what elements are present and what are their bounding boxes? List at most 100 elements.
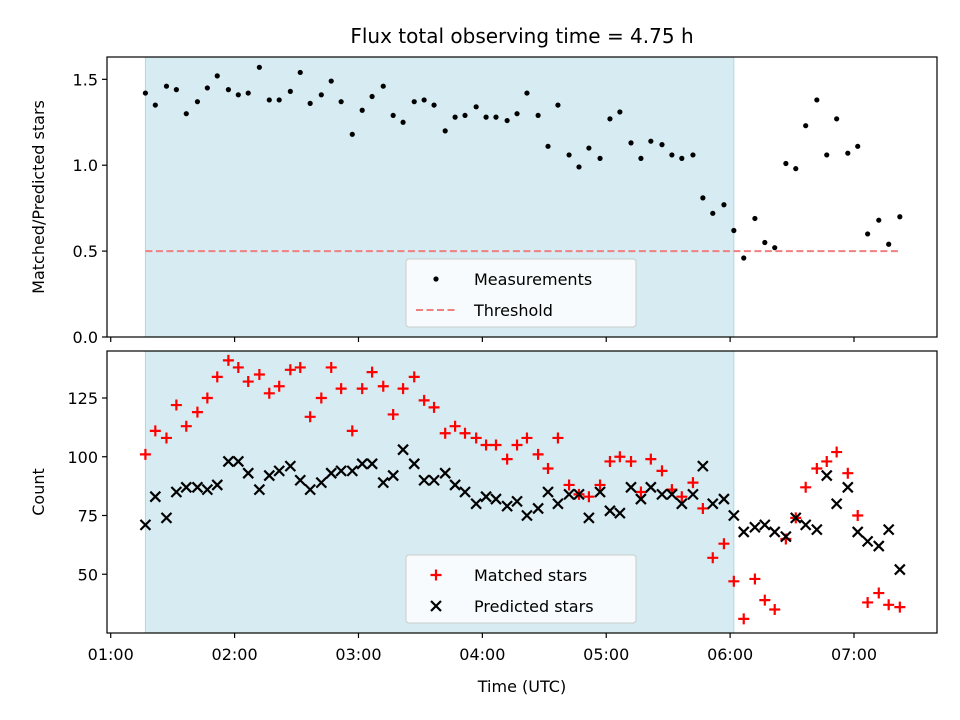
measurements-point — [772, 245, 778, 251]
matched-stars-point — [883, 599, 895, 611]
matched-stars-point — [894, 601, 906, 613]
predicted-stars-point — [656, 488, 668, 501]
plot-frame — [106, 56, 938, 338]
measurements-point — [349, 131, 355, 137]
matched-stars-point — [346, 425, 358, 437]
measurements-point — [256, 64, 262, 70]
predicted-stars-point — [799, 519, 812, 531]
matched-stars-point — [335, 383, 347, 395]
predicted-stars-point — [284, 460, 297, 472]
x-tick-label: 03:00 — [335, 645, 381, 664]
measurements-point — [545, 143, 551, 149]
matched-stars-point — [800, 481, 812, 493]
measurements-point — [824, 152, 830, 158]
measurements-point — [462, 112, 468, 119]
predicted-stars-point — [325, 467, 338, 479]
measurements-point — [648, 138, 654, 144]
predicted-stars-point — [470, 497, 482, 510]
predicted-stars-point — [842, 481, 854, 494]
predicted-stars-point — [232, 455, 245, 468]
measurements-point — [514, 111, 520, 117]
measurements-point — [700, 195, 706, 201]
predicted-stars-point — [676, 497, 688, 510]
matched-stars-point — [769, 604, 781, 615]
measurements-point — [225, 87, 232, 93]
measurements-point — [555, 102, 561, 108]
measurements-point — [245, 90, 251, 96]
measurements-point — [235, 92, 241, 98]
matched-stars-point — [294, 361, 306, 373]
measurements-point — [876, 217, 882, 223]
predicted-stars-point — [439, 467, 451, 479]
y-axis-title: Count — [29, 468, 48, 516]
matched-stars-point — [635, 486, 647, 498]
predicted-stars-point — [861, 535, 874, 548]
predicted-stars-point — [697, 460, 709, 472]
matched-stars-point — [315, 392, 327, 404]
predicted-stars-point — [573, 488, 585, 501]
legend-swatch-measurements — [433, 276, 439, 282]
measurements-point — [411, 99, 417, 105]
measurements-point — [834, 116, 840, 122]
predicted-stars-point — [851, 526, 864, 538]
matched-stars-point — [304, 411, 316, 423]
y-tick-label: 0.5 — [73, 242, 98, 261]
measurements-point — [183, 111, 189, 117]
measurements-point — [865, 231, 871, 237]
predicted-stars-point — [687, 488, 699, 501]
measurements-point — [586, 145, 592, 151]
y-tick-label: 100 — [67, 448, 98, 467]
measurements-point — [152, 102, 158, 108]
predicted-stars-point — [718, 493, 730, 505]
predicted-stars-point — [139, 519, 152, 531]
predicted-stars-point — [882, 523, 895, 536]
predicted-stars-point — [604, 505, 616, 517]
predicted-stars-point — [304, 483, 316, 496]
legend-label-predicted-stars: Predicted stars — [474, 597, 594, 616]
matched-stars-point — [749, 573, 761, 585]
predicted-stars-point — [645, 481, 657, 494]
measurements-point — [752, 215, 758, 222]
matched-stars-point — [501, 453, 513, 465]
legend-label-matched-stars: Matched stars — [474, 566, 587, 585]
predicted-stars-point — [418, 474, 430, 487]
predicted-stars-point — [521, 509, 533, 522]
predicted-stars-point — [780, 530, 792, 543]
x-tick-label: 07:00 — [831, 645, 877, 664]
matched-stars-point — [759, 594, 771, 606]
matched-stars-point — [470, 432, 482, 444]
measurements-point — [266, 97, 272, 103]
measurements-point — [803, 123, 809, 129]
predicted-stars-point — [346, 465, 359, 477]
predicted-stars-point — [263, 469, 276, 482]
matched-stars-point — [687, 477, 699, 489]
measurements-point — [204, 85, 210, 91]
predicted-stars-point — [552, 497, 564, 510]
predicted-stars-point — [459, 486, 471, 498]
predicted-stars-point — [820, 469, 833, 482]
measurements-point — [628, 140, 634, 146]
measurements-point — [617, 109, 623, 115]
matched-stars-point — [408, 371, 420, 383]
predicted-stars-point — [160, 512, 173, 524]
matched-stars-point — [253, 369, 265, 380]
matched-stars-point — [139, 448, 151, 460]
predicted-stars-point — [366, 458, 378, 470]
chart-title: Flux total observing time = 4.75 h — [350, 24, 693, 48]
predicted-stars-point — [273, 465, 285, 477]
measurements-point — [855, 143, 861, 149]
predicted-stars-point — [666, 488, 678, 501]
predicted-stars-point — [253, 483, 266, 496]
matched-stars-point — [273, 380, 285, 392]
matched-stars-point — [439, 427, 451, 439]
matched-stars-point — [811, 463, 823, 474]
predicted-stars-point — [706, 497, 719, 510]
top-panel: 0.0 0.5 1.0 1.5 Matched/Predicted stars Measu… — [29, 56, 938, 347]
matched-stars-point — [656, 465, 668, 477]
measurements-point — [473, 104, 479, 110]
matched-stars-point — [821, 455, 833, 467]
matched-stars-point — [862, 596, 874, 608]
matched-stars-point — [552, 432, 564, 444]
matched-stars-point — [532, 448, 544, 460]
